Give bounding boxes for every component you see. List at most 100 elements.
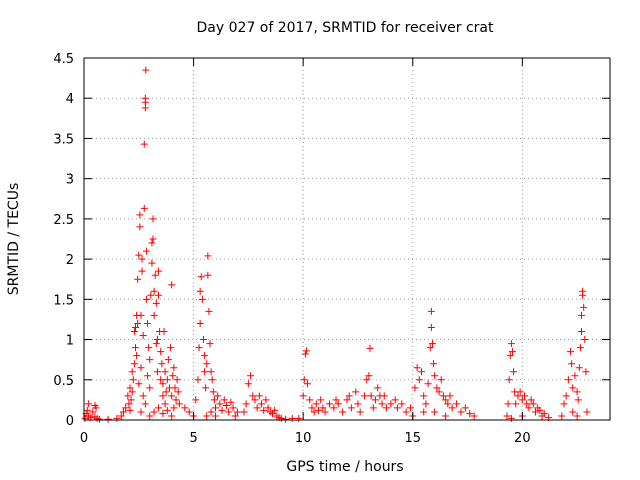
data-point (152, 299, 160, 307)
data-point (137, 364, 145, 372)
y-tick-label: 0 (66, 414, 74, 429)
data-point (149, 235, 157, 243)
data-point (428, 340, 436, 348)
y-tick-label: 4.5 (53, 52, 74, 67)
data-point (299, 392, 307, 400)
data-point (264, 404, 272, 412)
data-point (155, 404, 163, 412)
data-point (160, 328, 168, 336)
data-point (569, 384, 577, 392)
data-point (128, 388, 136, 396)
data-point (126, 384, 134, 392)
data-point (426, 344, 434, 352)
data-point (365, 372, 373, 380)
data-point (173, 376, 181, 384)
data-point (564, 376, 572, 384)
data-point (446, 392, 454, 400)
data-point (198, 295, 206, 303)
data-point (139, 392, 147, 400)
data-point (444, 400, 452, 408)
data-point (431, 372, 439, 380)
data-point (214, 392, 222, 400)
data-point (113, 414, 121, 422)
data-point (222, 402, 230, 410)
data-point (139, 332, 147, 340)
data-point (312, 400, 320, 408)
data-point (83, 406, 91, 414)
data-point (134, 275, 142, 283)
data-point (391, 396, 399, 404)
x-axis-label: GPS time / hours (286, 459, 403, 475)
data-point (431, 408, 439, 416)
data-point (301, 350, 309, 358)
data-point (507, 414, 515, 422)
data-point (196, 287, 204, 295)
data-point (506, 352, 514, 360)
data-point (168, 392, 176, 400)
data-point (117, 412, 125, 420)
data-point (201, 352, 209, 360)
data-point (225, 408, 233, 416)
data-point (89, 408, 97, 416)
data-point (171, 384, 179, 392)
data-point (150, 408, 158, 416)
data-point (124, 392, 132, 400)
data-point (583, 408, 591, 416)
data-point (229, 404, 237, 412)
data-point (209, 388, 217, 396)
data-point (153, 368, 161, 376)
data-point (167, 344, 175, 352)
data-point (415, 376, 423, 384)
data-point (255, 392, 263, 400)
data-point (134, 319, 142, 327)
data-point (126, 406, 134, 414)
data-point (503, 412, 511, 420)
data-point (575, 364, 583, 372)
data-point (84, 400, 92, 408)
data-point (580, 303, 588, 311)
data-point (122, 404, 130, 412)
data-point (203, 360, 211, 368)
data-point (260, 406, 268, 414)
y-tick-label: 3.5 (53, 132, 74, 147)
data-point (104, 415, 112, 423)
data-point (504, 400, 512, 408)
data-point (170, 364, 178, 372)
data-point (319, 404, 327, 412)
data-point (163, 376, 171, 384)
data-point (271, 406, 279, 414)
data-point (136, 223, 144, 231)
data-point (507, 340, 515, 348)
data-point (424, 380, 432, 388)
data-point (174, 388, 182, 396)
data-point (560, 400, 568, 408)
data-point (531, 408, 539, 416)
data-point (119, 408, 127, 416)
data-point (411, 384, 419, 392)
data-point (244, 380, 252, 388)
data-point (155, 267, 163, 275)
data-point (218, 406, 226, 414)
x-tick-label: 20 (514, 431, 531, 446)
y-tick-label: 2.5 (53, 213, 74, 228)
data-point (205, 307, 213, 315)
data-point (159, 380, 167, 388)
data-point (343, 396, 351, 404)
data-point (150, 311, 158, 319)
data-point (135, 251, 143, 259)
data-point (363, 376, 371, 384)
data-point (521, 392, 529, 400)
data-point (129, 376, 137, 384)
data-point (192, 396, 200, 404)
data-point (579, 287, 587, 295)
data-point (315, 406, 323, 414)
data-point (306, 396, 314, 404)
data-point (135, 380, 143, 388)
data-point (141, 400, 149, 408)
data-point (525, 404, 533, 412)
data-point (132, 323, 140, 331)
data-point (148, 259, 156, 267)
data-point (144, 319, 152, 327)
data-point (153, 336, 161, 344)
